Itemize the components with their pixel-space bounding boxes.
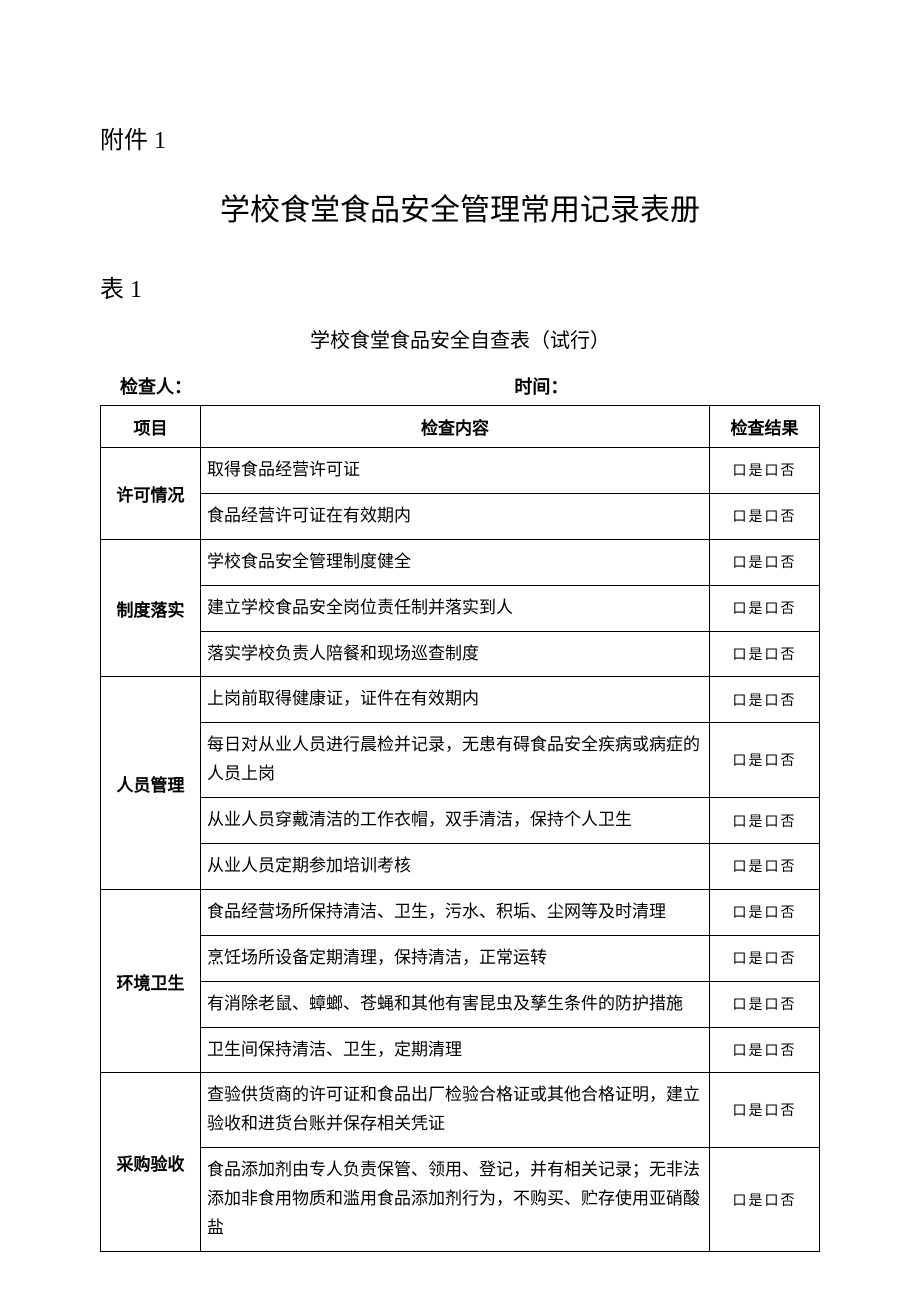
time-label: 时间： xyxy=(514,373,800,399)
sub-title: 学校食堂食品安全自查表（试行） xyxy=(100,324,820,353)
header-project: 项目 xyxy=(101,406,201,448)
result-cell: 口是口否 xyxy=(710,798,820,844)
result-cell: 口是口否 xyxy=(710,631,820,677)
content-cell: 从业人员定期参加培训考核 xyxy=(201,844,710,890)
inspection-table: 项目 检查内容 检查结果 许可情况取得食品经营许可证口是口否食品经营许可证在有效… xyxy=(100,405,820,1252)
result-cell: 口是口否 xyxy=(710,585,820,631)
result-cell: 口是口否 xyxy=(710,677,820,723)
result-cell: 口是口否 xyxy=(710,935,820,981)
content-cell: 烹饪场所设备定期清理，保持清洁，正常运转 xyxy=(201,935,710,981)
result-cell: 口是口否 xyxy=(710,1148,820,1252)
content-cell: 卫生间保持清洁、卫生，定期清理 xyxy=(201,1027,710,1073)
table-row: 采购验收查验供货商的许可证和食品出厂检验合格证或其他合格证明，建立验收和进货台账… xyxy=(101,1073,820,1148)
table-row: 制度落实学校食品安全管理制度健全口是口否 xyxy=(101,539,820,585)
table-row: 环境卫生食品经营场所保持清洁、卫生，污水、积垢、尘网等及时清理口是口否 xyxy=(101,889,820,935)
table-row: 人员管理上岗前取得健康证，证件在有效期内口是口否 xyxy=(101,677,820,723)
category-cell: 人员管理 xyxy=(101,677,201,889)
table-row: 卫生间保持清洁、卫生，定期清理口是口否 xyxy=(101,1027,820,1073)
table-row: 食品添加剂由专人负责保管、领用、登记，并有相关记录；无非法添加非食用物质和滥用食… xyxy=(101,1148,820,1252)
result-cell: 口是口否 xyxy=(710,539,820,585)
table-row: 从业人员定期参加培训考核口是口否 xyxy=(101,844,820,890)
category-cell: 采购验收 xyxy=(101,1073,201,1251)
table-row: 有消除老鼠、蟑螂、苍蝇和其他有害昆虫及孳生条件的防护措施口是口否 xyxy=(101,981,820,1027)
header-result: 检查结果 xyxy=(710,406,820,448)
table-row: 建立学校食品安全岗位责任制并落实到人口是口否 xyxy=(101,585,820,631)
attachment-label: 附件 1 xyxy=(100,120,820,155)
result-cell: 口是口否 xyxy=(710,1027,820,1073)
result-cell: 口是口否 xyxy=(710,493,820,539)
category-cell: 环境卫生 xyxy=(101,889,201,1073)
result-cell: 口是口否 xyxy=(710,448,820,494)
table-row: 落实学校负责人陪餐和现场巡查制度口是口否 xyxy=(101,631,820,677)
category-cell: 制度落实 xyxy=(101,539,201,677)
table-row: 从业人员穿戴清洁的工作衣帽，双手清洁，保持个人卫生口是口否 xyxy=(101,798,820,844)
result-cell: 口是口否 xyxy=(710,844,820,890)
content-cell: 查验供货商的许可证和食品出厂检验合格证或其他合格证明，建立验收和进货台账并保存相… xyxy=(201,1073,710,1148)
content-cell: 上岗前取得健康证，证件在有效期内 xyxy=(201,677,710,723)
header-row: 项目 检查内容 检查结果 xyxy=(101,406,820,448)
table-label: 表 1 xyxy=(100,269,820,304)
content-cell: 食品经营场所保持清洁、卫生，污水、积垢、尘网等及时清理 xyxy=(201,889,710,935)
table-row: 烹饪场所设备定期清理，保持清洁，正常运转口是口否 xyxy=(101,935,820,981)
content-cell: 每日对从业人员进行晨检并记录，无患有碍食品安全疾病或病症的人员上岗 xyxy=(201,723,710,798)
category-cell: 许可情况 xyxy=(101,448,201,540)
meta-row: 检查人： 时间： xyxy=(100,373,820,399)
table-row: 每日对从业人员进行晨检并记录，无患有碍食品安全疾病或病症的人员上岗口是口否 xyxy=(101,723,820,798)
content-cell: 落实学校负责人陪餐和现场巡查制度 xyxy=(201,631,710,677)
header-content: 检查内容 xyxy=(201,406,710,448)
content-cell: 食品经营许可证在有效期内 xyxy=(201,493,710,539)
inspector-label: 检查人： xyxy=(120,373,514,399)
table-row: 食品经营许可证在有效期内口是口否 xyxy=(101,493,820,539)
content-cell: 取得食品经营许可证 xyxy=(201,448,710,494)
content-cell: 食品添加剂由专人负责保管、领用、登记，并有相关记录；无非法添加非食用物质和滥用食… xyxy=(201,1148,710,1252)
content-cell: 从业人员穿戴清洁的工作衣帽，双手清洁，保持个人卫生 xyxy=(201,798,710,844)
result-cell: 口是口否 xyxy=(710,1073,820,1148)
result-cell: 口是口否 xyxy=(710,981,820,1027)
result-cell: 口是口否 xyxy=(710,723,820,798)
table-row: 许可情况取得食品经营许可证口是口否 xyxy=(101,448,820,494)
content-cell: 建立学校食品安全岗位责任制并落实到人 xyxy=(201,585,710,631)
result-cell: 口是口否 xyxy=(710,889,820,935)
content-cell: 学校食品安全管理制度健全 xyxy=(201,539,710,585)
main-title: 学校食堂食品安全管理常用记录表册 xyxy=(100,185,820,229)
content-cell: 有消除老鼠、蟑螂、苍蝇和其他有害昆虫及孳生条件的防护措施 xyxy=(201,981,710,1027)
